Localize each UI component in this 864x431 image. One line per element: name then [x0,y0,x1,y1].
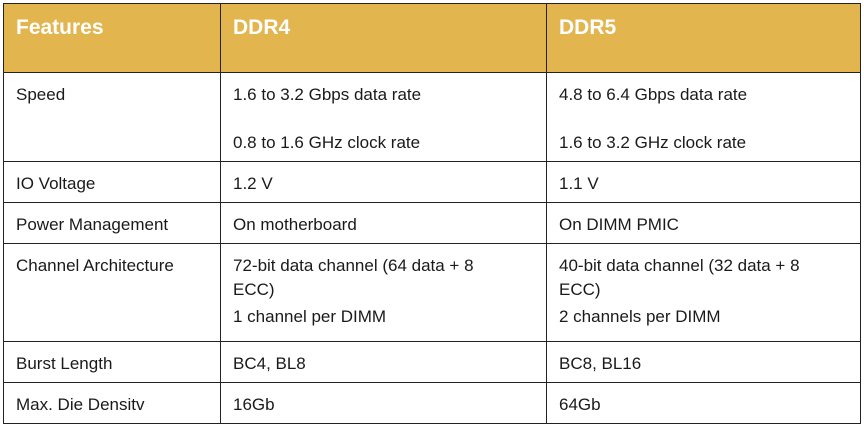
ddr-comparison-table: Features DDR4 DDR5 Speed 1.6 to 3.2 Gbps… [3,3,861,424]
feature-cell: Burst Length [3,341,221,383]
ddr5-cell: 4.8 to 6.4 Gbps data rate 1.6 to 3.2 GHz… [546,72,861,162]
table-row: Burst Length BC4, BL8 BC8, BL16 [3,341,861,383]
header-ddr4: DDR4 [220,3,547,73]
ddr4-cell: 1.2 V [220,161,547,203]
cell-line: 1.6 to 3.2 GHz clock rate [559,133,747,152]
cell-line: 1.6 to 3.2 Gbps data rate [233,85,422,104]
table-row: Speed 1.6 to 3.2 Gbps data rate 0.8 to 1… [3,72,861,162]
feature-cell: Max. Die Densitv [3,382,221,424]
header-ddr5: DDR5 [546,3,861,73]
ddr5-cell: On DIMM PMIC [546,202,861,244]
table-row: Channel Architecture 72-bit data channel… [3,243,861,342]
ddr5-cell: 64Gb [546,382,861,424]
cell-line: ECC) [233,280,275,299]
ddr4-cell: 16Gb [220,382,547,424]
ddr5-cell: BC8, BL16 [546,341,861,383]
header-row: Features DDR4 DDR5 [3,3,861,73]
feature-cell: Speed [3,72,221,162]
header-features: Features [3,3,221,73]
table-row: Power Management On motherboard On DIMM … [3,202,861,244]
table-row: Max. Die Densitv 16Gb 64Gb [3,382,861,424]
cell-line: 0.8 to 1.6 GHz clock rate [233,133,421,152]
ddr4-cell: 1.6 to 3.2 Gbps data rate 0.8 to 1.6 GHz… [220,72,547,162]
feature-cell: Power Management [3,202,221,244]
table-row: IO Voltage 1.2 V 1.1 V [3,161,861,203]
cell-line: 4.8 to 6.4 Gbps data rate [559,85,748,104]
cell-line: 1 channel per DIMM [233,307,387,326]
feature-cell: IO Voltage [3,161,221,203]
ddr5-cell: 1.1 V [546,161,861,203]
ddr4-cell: BC4, BL8 [220,341,547,383]
feature-cell: Channel Architecture [3,243,221,342]
cell-line: 2 channels per DIMM [559,307,721,326]
cell-line: 72-bit data channel (64 data + 8 [233,256,474,275]
cell-line: 40-bit data channel (32 data + 8 [559,256,800,275]
ddr4-cell: On motherboard [220,202,547,244]
ddr5-cell: 40-bit data channel (32 data + 8 ECC) 2 … [546,243,861,342]
ddr4-cell: 72-bit data channel (64 data + 8 ECC) 1 … [220,243,547,342]
cell-line: ECC) [559,280,601,299]
